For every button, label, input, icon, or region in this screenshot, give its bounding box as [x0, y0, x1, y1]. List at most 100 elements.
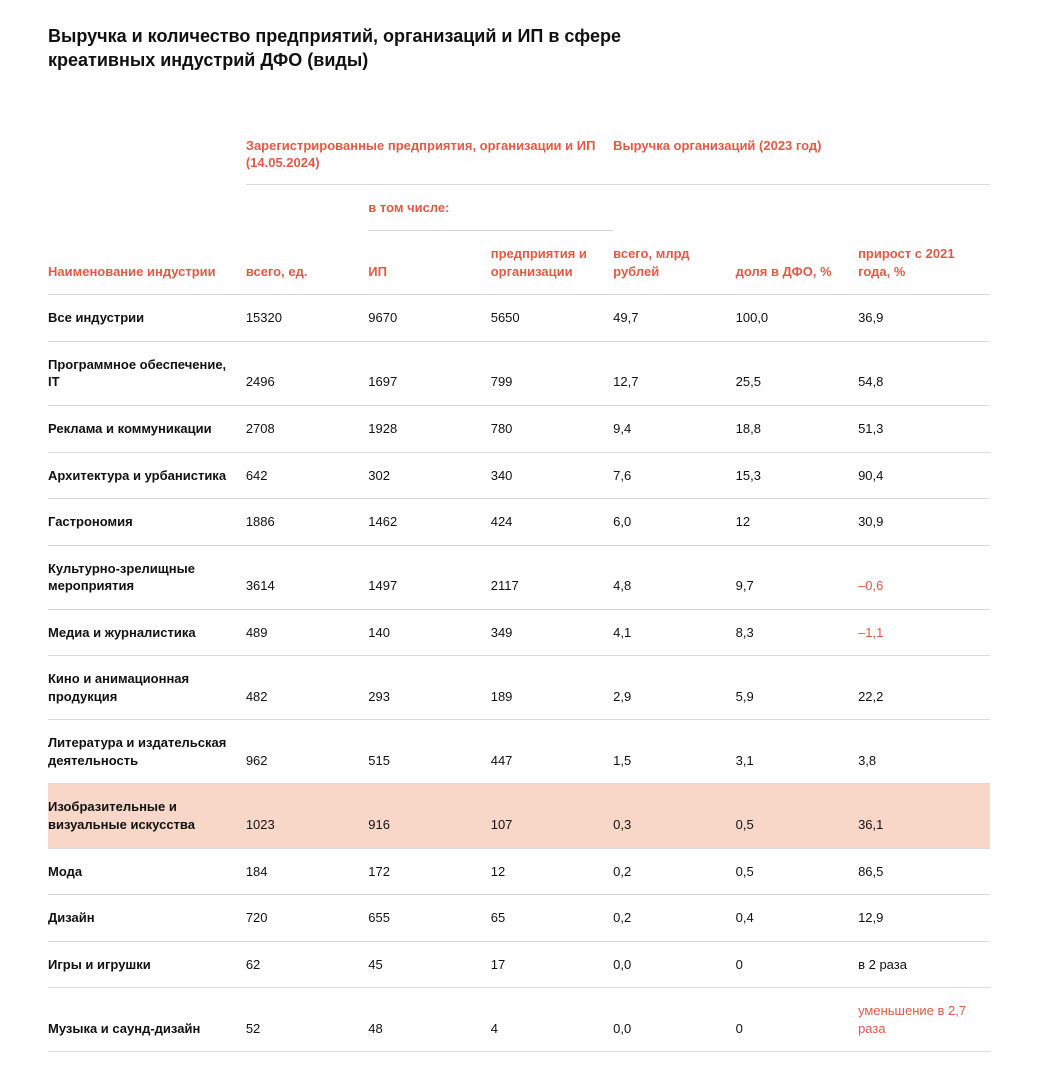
cell-share: 25,5: [736, 341, 858, 405]
cell-growth: 36,9: [858, 295, 990, 342]
cell-orgs: 349: [491, 609, 613, 656]
cell-total: 15320: [246, 295, 368, 342]
table-row: Музыка и саунд-дизайн524840,00уменьшение…: [48, 988, 990, 1052]
table-row: Программное обеспечение, IT2496169779912…: [48, 341, 990, 405]
table-row: Кино и анимационная продукция4822931892,…: [48, 656, 990, 720]
cell-orgs: 2117: [491, 545, 613, 609]
cell-total: 184: [246, 848, 368, 895]
cell-ip: 302: [368, 452, 490, 499]
cell-revenue: 0,3: [613, 784, 735, 848]
cell-orgs: 107: [491, 784, 613, 848]
cell-revenue: 0,0: [613, 941, 735, 988]
cell-total: 482: [246, 656, 368, 720]
cell-growth: в 2 раза: [858, 941, 990, 988]
cell-ip: 172: [368, 848, 490, 895]
cell-industry: Гастрономия: [48, 499, 246, 546]
cell-total: 2708: [246, 405, 368, 452]
cell-share: 0: [736, 941, 858, 988]
cell-growth: –0,6: [858, 545, 990, 609]
cell-total: 720: [246, 895, 368, 942]
cell-revenue: 49,7: [613, 295, 735, 342]
cell-share: 0: [736, 988, 858, 1052]
cell-share: 5,9: [736, 656, 858, 720]
cell-total: 642: [246, 452, 368, 499]
cell-orgs: 5650: [491, 295, 613, 342]
col-sub-including: в том числе:: [368, 184, 613, 231]
cell-industry: Дизайн: [48, 895, 246, 942]
cell-ip: 1462: [368, 499, 490, 546]
cell-ip: 9670: [368, 295, 490, 342]
cell-revenue: 0,2: [613, 848, 735, 895]
cell-orgs: 12: [491, 848, 613, 895]
cell-revenue: 0,2: [613, 895, 735, 942]
cell-share: 18,8: [736, 405, 858, 452]
cell-industry: Культурно-зрелищные мероприятия: [48, 545, 246, 609]
col-total-units: всего, ед.: [246, 184, 368, 295]
cell-ip: 515: [368, 720, 490, 784]
table-row: Реклама и коммуникации270819287809,418,8…: [48, 405, 990, 452]
table-row: Архитектура и урбанистика6423023407,615,…: [48, 452, 990, 499]
cell-share: 15,3: [736, 452, 858, 499]
table-row: Литература и издательская деятельность96…: [48, 720, 990, 784]
cell-growth: 3,8: [858, 720, 990, 784]
cell-growth: 22,2: [858, 656, 990, 720]
cell-share: 0,5: [736, 848, 858, 895]
cell-growth: 51,3: [858, 405, 990, 452]
table-row: Изобразительные и визуальные искусства10…: [48, 784, 990, 848]
cell-orgs: 189: [491, 656, 613, 720]
table-row: Игры и игрушки6245170,00в 2 раза: [48, 941, 990, 988]
table-row: Мода184172120,20,586,5: [48, 848, 990, 895]
cell-revenue: 2,9: [613, 656, 735, 720]
table-row: Дизайн720655650,20,412,9: [48, 895, 990, 942]
cell-share: 0,4: [736, 895, 858, 942]
cell-orgs: 799: [491, 341, 613, 405]
cell-orgs: 65: [491, 895, 613, 942]
table-row: Культурно-зрелищные мероприятия361414972…: [48, 545, 990, 609]
cell-revenue: 7,6: [613, 452, 735, 499]
cell-ip: 45: [368, 941, 490, 988]
cell-revenue: 0,0: [613, 988, 735, 1052]
cell-growth: 90,4: [858, 452, 990, 499]
cell-ip: 140: [368, 609, 490, 656]
col-group-registered: Зарегистрированные предприятия, организа…: [246, 121, 613, 185]
col-group-revenue: Выручка организаций (2023 год): [613, 121, 990, 185]
cell-share: 3,1: [736, 720, 858, 784]
cell-revenue: 1,5: [613, 720, 735, 784]
cell-share: 9,7: [736, 545, 858, 609]
cell-total: 62: [246, 941, 368, 988]
table-row: Все индустрии153209670565049,7100,036,9: [48, 295, 990, 342]
cell-ip: 916: [368, 784, 490, 848]
cell-total: 1023: [246, 784, 368, 848]
cell-ip: 655: [368, 895, 490, 942]
table-row: Медиа и журналистика4891403494,18,3–1,1: [48, 609, 990, 656]
cell-orgs: 4: [491, 988, 613, 1052]
cell-industry: Все индустрии: [48, 295, 246, 342]
cell-industry: Кино и анимационная продукция: [48, 656, 246, 720]
cell-growth: 30,9: [858, 499, 990, 546]
cell-ip: 293: [368, 656, 490, 720]
col-share: доля в ДФО, %: [736, 184, 858, 295]
industries-table: Наименование индустрии Зарегистрированны…: [48, 121, 990, 1053]
cell-growth: 54,8: [858, 341, 990, 405]
cell-ip: 1928: [368, 405, 490, 452]
cell-ip: 1497: [368, 545, 490, 609]
cell-industry: Медиа и журналистика: [48, 609, 246, 656]
cell-revenue: 4,8: [613, 545, 735, 609]
col-industry: Наименование индустрии: [48, 121, 246, 295]
table-row: Гастрономия188614624246,01230,9: [48, 499, 990, 546]
table-body: Все индустрии153209670565049,7100,036,9П…: [48, 295, 990, 1052]
cell-industry: Архитектура и урбанистика: [48, 452, 246, 499]
cell-ip: 48: [368, 988, 490, 1052]
cell-orgs: 424: [491, 499, 613, 546]
cell-ip: 1697: [368, 341, 490, 405]
cell-growth: 86,5: [858, 848, 990, 895]
cell-revenue: 12,7: [613, 341, 735, 405]
cell-total: 1886: [246, 499, 368, 546]
cell-revenue: 4,1: [613, 609, 735, 656]
cell-orgs: 780: [491, 405, 613, 452]
cell-industry: Мода: [48, 848, 246, 895]
cell-share: 0,5: [736, 784, 858, 848]
cell-growth: –1,1: [858, 609, 990, 656]
cell-share: 12: [736, 499, 858, 546]
page-title: Выручка и количество предприятий, органи…: [48, 24, 688, 73]
